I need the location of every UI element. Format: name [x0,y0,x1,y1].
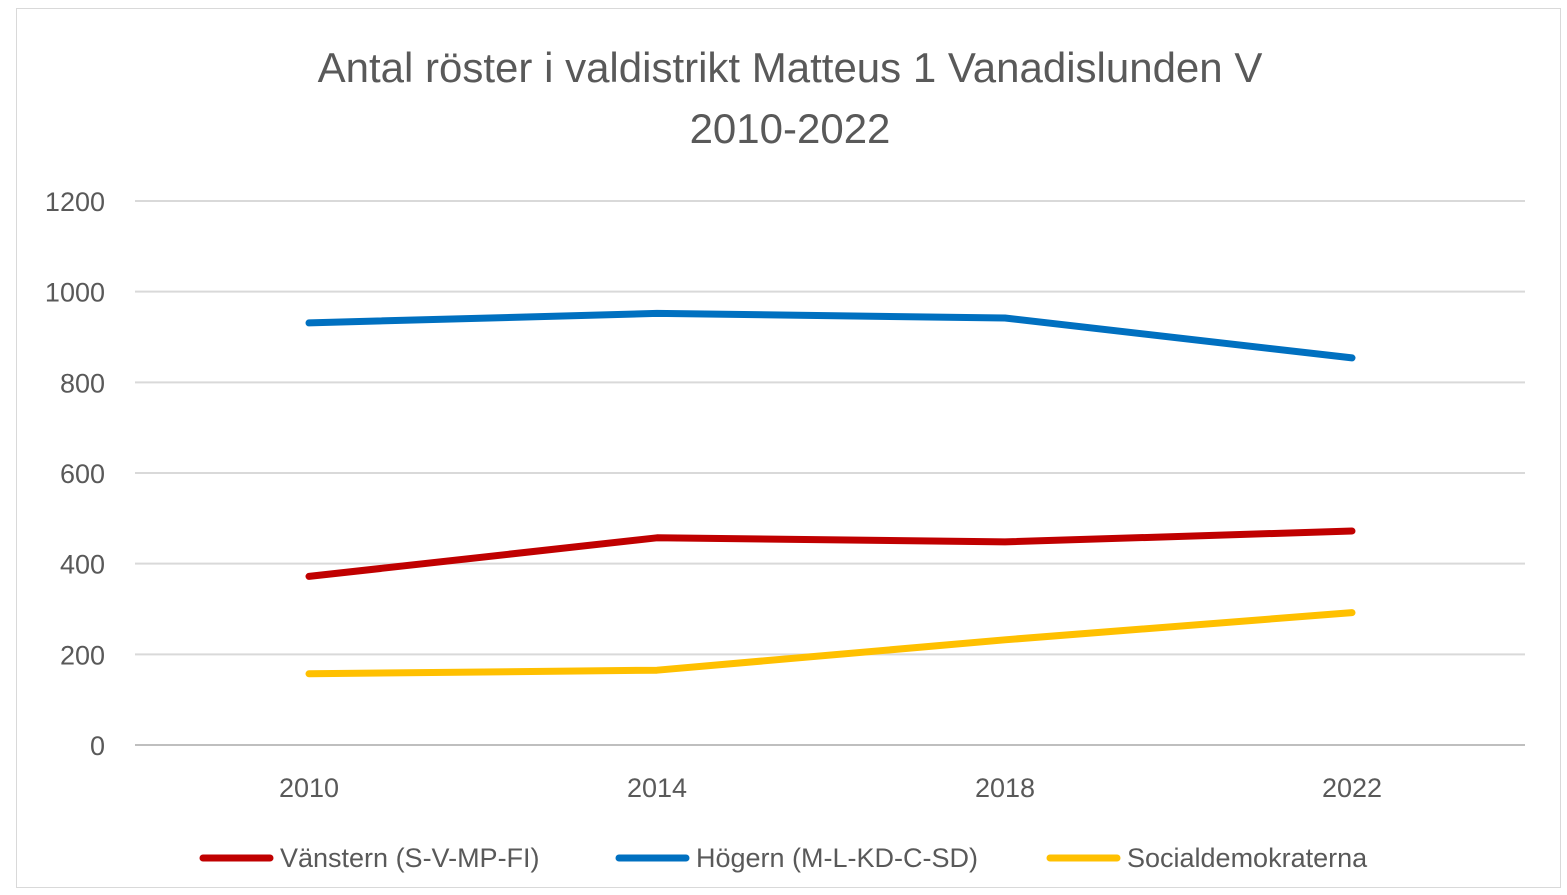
y-tick-label: 1000 [45,278,105,308]
legend: Vänstern (S-V-MP-FI) Högern (M-L-KD-C-SD)… [199,843,1368,873]
y-axis-ticks: 0 200 400 600 800 1000 1200 [45,187,105,761]
x-axis-ticks: 2010 2014 2018 2022 [279,773,1382,803]
x-tick-label: 2018 [975,773,1035,803]
legend-label-1: Vänstern (S-V-MP-FI) [280,843,540,873]
chart-title-line-2: 2010-2022 [690,105,891,152]
y-tick-label: 800 [60,368,105,398]
x-tick-label: 2010 [279,773,339,803]
series-line-1 [305,527,1356,580]
legend-label-2: Högern (M-L-KD-C-SD) [696,843,978,873]
legend-label-3: Socialdemokraterna [1127,843,1368,873]
chart-title-line-1: Antal röster i valdistrikt Matteus 1 Van… [318,44,1263,91]
y-tick-label: 200 [60,640,105,670]
gridlines [135,200,1525,746]
chart-frame [16,8,1561,888]
x-tick-label: 2014 [627,773,687,803]
y-tick-label: 600 [60,459,105,489]
series-line-3 [305,609,1356,678]
series-lines [305,309,1356,678]
y-tick-label: 0 [90,731,105,761]
y-tick-label: 400 [60,550,105,580]
x-tick-label: 2022 [1322,773,1382,803]
series-line-2 [305,309,1356,362]
chart-title: Antal röster i valdistrikt Matteus 1 Van… [318,44,1263,152]
y-tick-label: 1200 [45,187,105,217]
